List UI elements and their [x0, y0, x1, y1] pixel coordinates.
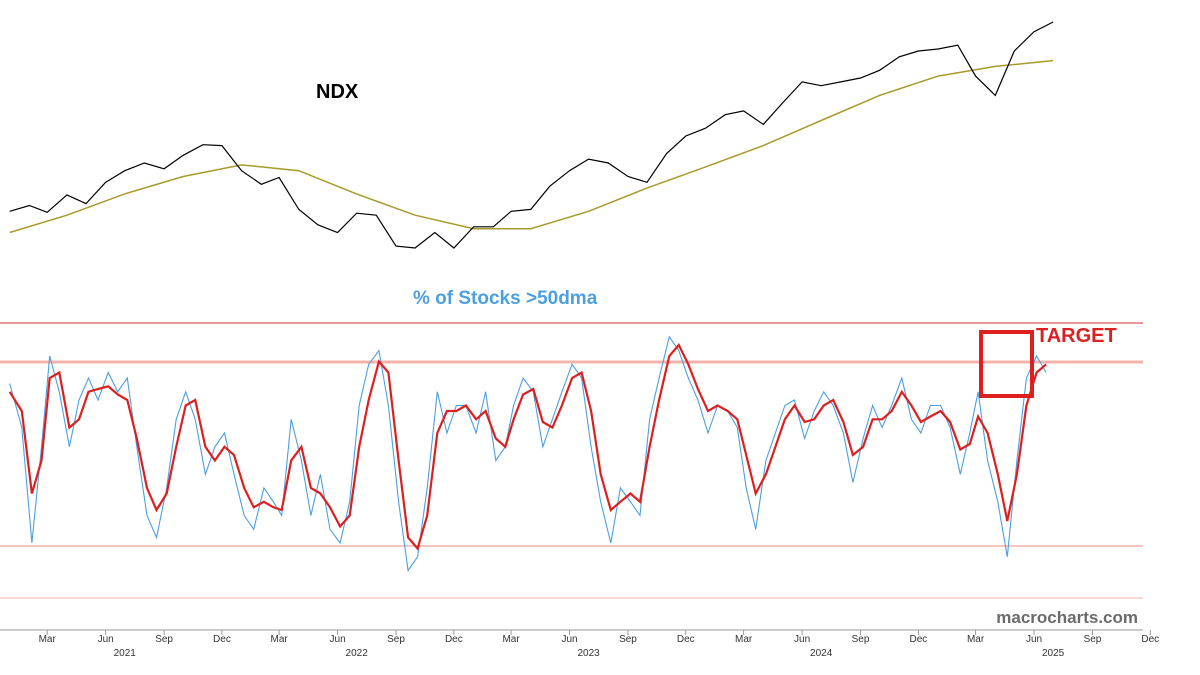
month-tick-label: Mar: [967, 634, 985, 645]
year-tick-label: 2021: [114, 648, 137, 659]
breadth-ma-line: [8, 343, 1047, 551]
month-tick-label: Jun: [794, 634, 810, 645]
month-tick-label: Jun: [561, 634, 577, 645]
month-tick-label: Mar: [502, 634, 520, 645]
month-tick-label: Dec: [1141, 634, 1159, 645]
month-tick-label: Jun: [1026, 634, 1042, 645]
month-tick-label: Jun: [330, 634, 346, 645]
ndx-line: [9, 21, 1054, 249]
month-tick-label: Dec: [445, 634, 463, 645]
month-tick-label: Dec: [909, 634, 927, 645]
month-tick-label: Jun: [98, 634, 114, 645]
breadth-title: % of Stocks >50dma: [413, 288, 598, 309]
watermark: macrocharts.com: [996, 608, 1138, 627]
month-tick-label: Mar: [735, 634, 753, 645]
target-label: TARGET: [1036, 325, 1117, 347]
month-tick-label: Dec: [213, 634, 231, 645]
month-tick-label: Sep: [1084, 634, 1102, 645]
year-ticks: 2021 2022 2023 2024 2025: [114, 648, 1065, 659]
month-tick-label: Dec: [677, 634, 695, 645]
year-tick-label: 2024: [810, 648, 833, 659]
breadth-line: [9, 335, 1047, 572]
ndx-ma-line: [9, 59, 1054, 234]
year-tick-label: 2023: [577, 648, 600, 659]
month-tick-label: Sep: [852, 634, 870, 645]
year-tick-label: 2022: [346, 648, 369, 659]
x-axis: Mar Jun Sep Dec Mar Jun Sep Dec Mar Jun Sep Dec Mar J…: [0, 629, 1159, 659]
ndx-title: NDX: [316, 81, 359, 103]
month-tick-label: Sep: [387, 634, 405, 645]
target-box: [979, 330, 1034, 398]
breadth-panel: % of Stocks >50dma TARGET macrocharts.co…: [0, 288, 1143, 627]
month-ticks: Mar Jun Sep Dec Mar Jun Sep Dec Mar Jun Sep Dec Mar J…: [39, 630, 1159, 645]
month-tick-label: Mar: [271, 634, 289, 645]
ndx-panel: NDX: [9, 21, 1054, 249]
month-tick-label: Mar: [39, 634, 57, 645]
month-tick-label: Sep: [155, 634, 173, 645]
year-tick-label: 2025: [1042, 648, 1065, 659]
month-tick-label: Sep: [619, 634, 637, 645]
